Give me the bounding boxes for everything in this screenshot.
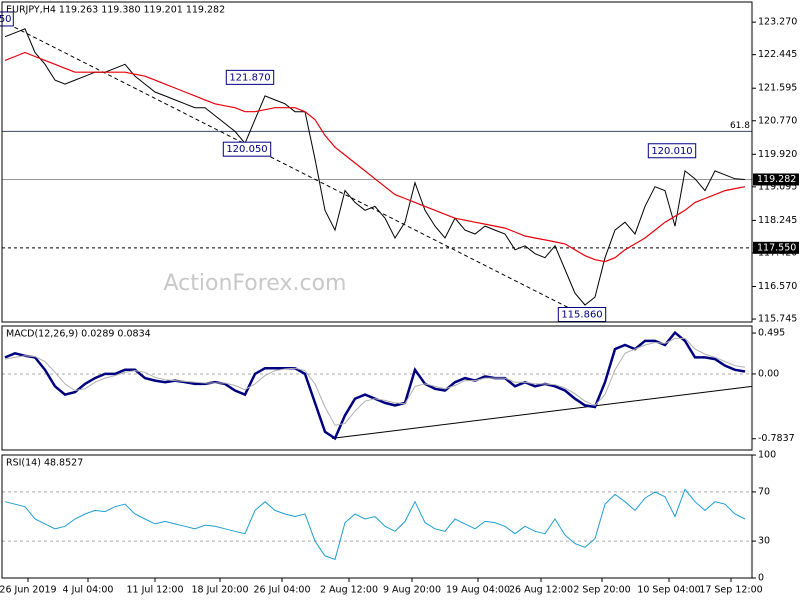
trendline (331, 385, 753, 439)
price-label: 119.282 (757, 174, 796, 185)
y-tick-label: 116.570 (758, 281, 797, 292)
panel-border (1, 454, 753, 579)
annotation-label: 121.870 (229, 72, 270, 83)
price-label: 117.550 (757, 242, 796, 253)
annotation-label: 115.860 (561, 310, 602, 321)
panel-border (1, 325, 753, 451)
watermark: ActionForex.com (164, 271, 347, 296)
y-tick-label: 121.595 (758, 83, 797, 94)
y-tick-label: 0.00 (758, 368, 779, 379)
x-tick-label: 11 Jul 12:00 (127, 585, 184, 596)
series-line (4, 488, 746, 561)
x-tick-label: 2 Aug 12:00 (320, 585, 378, 596)
y-tick-label: 119.920 (758, 149, 797, 160)
annotation-box (222, 141, 272, 157)
annotation-label: 850 (0, 14, 12, 25)
price-label-box (753, 173, 799, 186)
x-tick-label: 26 Jul 04:00 (254, 585, 311, 596)
panel-title: EURJPY,H4 119.263 119.380 119.201 119.28… (6, 5, 225, 16)
x-tick-label: 10 Sep 04:00 (637, 585, 700, 596)
y-tick-label: 118.245 (758, 215, 797, 226)
y-tick-label: 123.270 (758, 17, 797, 28)
panel-border (1, 1, 753, 323)
y-tick-label: 120.770 (758, 115, 797, 126)
x-tick-label: 18 Jul 20:00 (192, 585, 249, 596)
annotation-label: 120.010 (651, 146, 692, 157)
x-tick-label: 26 Aug 12:00 (509, 585, 573, 596)
y-tick-label: 115.745 (758, 314, 797, 325)
y-tick-label: 30 (758, 536, 770, 547)
x-tick-label: 9 Aug 20:00 (383, 585, 441, 596)
level-label: 61.8 (730, 121, 750, 131)
panel-title: RSI(14) 48.8527 (6, 458, 83, 469)
series-line (4, 51, 746, 263)
y-tick-label: 119.095 (758, 181, 797, 192)
series-line (4, 337, 746, 426)
trendline (1, 20, 583, 315)
x-tick-label: 19 Aug 04:00 (446, 585, 510, 596)
y-tick-label: 0.495 (758, 328, 785, 339)
annotation-box (647, 143, 697, 159)
x-tick-label: 26 Jun 2019 (0, 585, 57, 596)
price-label-box (753, 241, 799, 254)
series-line (4, 28, 746, 306)
x-tick-label: 4 Jul 04:00 (63, 585, 114, 596)
x-tick-label: 17 Sep 12:00 (699, 585, 762, 596)
y-tick-label: -0.7837 (758, 433, 795, 444)
y-tick-label: 122.445 (758, 49, 797, 60)
annotation-box (225, 69, 275, 85)
y-tick-label: 0 (758, 573, 764, 584)
y-tick-label: 100 (758, 450, 776, 461)
y-tick-label: 70 (758, 486, 770, 497)
panel-title: MACD(12,26,9) 0.0289 0.0834 (6, 329, 151, 340)
annotation-label: 120.050 (226, 144, 267, 155)
x-tick-label: 2 Sep 20:00 (573, 585, 630, 596)
